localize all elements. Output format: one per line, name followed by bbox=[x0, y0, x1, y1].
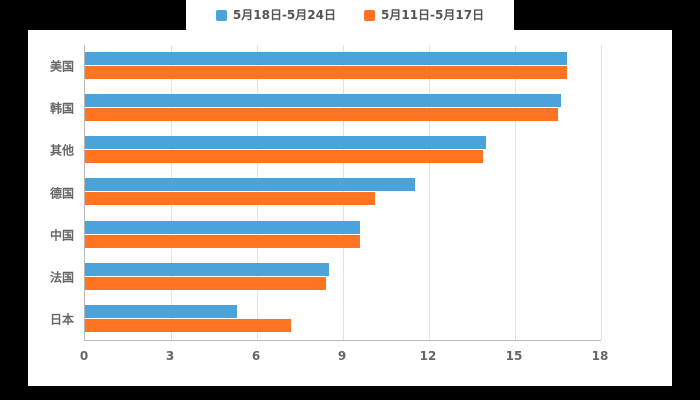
y-category-label: 美国 bbox=[49, 59, 74, 74]
gridline bbox=[514, 45, 516, 340]
bar-blue bbox=[85, 262, 329, 276]
bar-orange bbox=[85, 108, 558, 122]
bar-blue bbox=[85, 52, 567, 65]
bar-orange bbox=[85, 276, 326, 290]
legend-label: 5月18日-5月24日 bbox=[232, 8, 336, 22]
y-category-label: 法国 bbox=[49, 270, 74, 285]
x-tick-label: 9 bbox=[337, 349, 347, 363]
bar-orange bbox=[85, 150, 484, 164]
x-tick-label: 15 bbox=[505, 349, 523, 363]
y-category-label: 韩国 bbox=[49, 101, 74, 116]
x-tick-label: 0 bbox=[79, 349, 89, 363]
y-axis: 美国韩国其他德国中国法国日本 bbox=[28, 45, 80, 340]
x-tick-label: 6 bbox=[251, 349, 261, 363]
y-category-label: 日本 bbox=[49, 312, 74, 327]
y-category-label: 其他 bbox=[49, 143, 74, 158]
bar-blue bbox=[85, 304, 237, 318]
plot-area bbox=[84, 45, 602, 341]
legend-swatch-orange bbox=[364, 9, 375, 21]
chart-panel: 美国韩国其他德国中国法国日本 0 3 6 9 12 15 18 bbox=[28, 30, 672, 386]
legend-label: 5月11日-5月17日 bbox=[381, 8, 485, 22]
bar-blue bbox=[85, 178, 415, 192]
y-category-label: 德国 bbox=[49, 186, 74, 200]
gridline bbox=[428, 45, 430, 340]
x-tick-label: 18 bbox=[591, 349, 609, 363]
x-tick-label: 12 bbox=[419, 349, 437, 363]
x-axis: 0 3 6 9 12 15 18 bbox=[80, 346, 609, 366]
x-tick-label: 3 bbox=[165, 349, 175, 363]
legend-item-week2[interactable]: 5月18日-5月24日 bbox=[215, 8, 336, 22]
bar-blue bbox=[85, 94, 561, 108]
bar-orange bbox=[85, 234, 361, 248]
bar-blue bbox=[85, 220, 361, 234]
legend-swatch-blue bbox=[215, 9, 227, 21]
gridline bbox=[600, 45, 602, 340]
bar-orange bbox=[85, 192, 375, 206]
bar-orange bbox=[85, 318, 292, 332]
bar-orange bbox=[85, 66, 567, 79]
chart-legend: 5月18日-5月24日 5月11日-5月17日 bbox=[186, 0, 514, 30]
bar-blue bbox=[85, 136, 487, 150]
y-category-label: 中国 bbox=[49, 228, 74, 243]
legend-item-week1[interactable]: 5月11日-5月17日 bbox=[364, 9, 484, 21]
